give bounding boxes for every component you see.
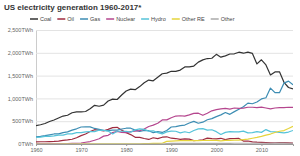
plot: 0TWh500TWh1,000TWh1,500TWh2,000TWh2,500T… <box>8 27 294 153</box>
series-line <box>36 52 293 126</box>
x-tick-label: 1990 <box>166 147 178 153</box>
legend-item: Hydro <box>141 16 166 22</box>
x-tick-label: 1960 <box>30 147 42 153</box>
legend-swatch <box>30 18 38 20</box>
tick-mark <box>126 144 127 146</box>
y-tick-label: 1,000TWh <box>8 96 33 102</box>
legend-item: Oil <box>57 16 74 22</box>
series-line <box>36 107 293 144</box>
lines <box>36 52 293 144</box>
grid-line <box>36 53 293 54</box>
x-axis: 1960 1970 1980 1990 2000 2010 <box>30 144 293 153</box>
legend-item: Nuclear <box>106 16 135 22</box>
y-tick-label: 2,500TWh <box>8 27 33 33</box>
x-tick: 1960 <box>30 144 42 153</box>
tick-mark <box>36 144 37 146</box>
x-tick-label: 1980 <box>121 147 133 153</box>
chart: US electricity generation 1960-2017* Coal… <box>0 0 300 156</box>
legend-swatch <box>172 18 180 20</box>
legend-swatch <box>80 18 88 20</box>
y-tick: 1,000TWh <box>8 96 293 102</box>
grid-line <box>36 144 293 145</box>
legend-item: Gas <box>80 16 100 22</box>
y-axis: 0TWh500TWh1,000TWh1,500TWh2,000TWh2,500T… <box>8 27 293 147</box>
x-tick-label: 1970 <box>75 147 87 153</box>
title: US electricity generation 1960-2017* <box>4 3 142 12</box>
y-tick-label: 500TWh <box>12 118 33 124</box>
legend-label: Gas <box>90 16 100 22</box>
grid-line <box>36 76 293 77</box>
tick-mark <box>216 144 217 146</box>
x-tick-label: 2010 <box>256 147 268 153</box>
y-tick-label: 1,500TWh <box>8 73 33 79</box>
legend-swatch <box>141 18 149 20</box>
x-tick: 1990 <box>166 144 178 153</box>
legend-label: Other RE <box>182 16 205 22</box>
x-axis-line <box>37 145 294 147</box>
tick-mark <box>81 144 82 146</box>
grid-line <box>36 30 293 31</box>
legend-label: Nuclear <box>116 16 135 22</box>
tick-mark <box>261 144 262 146</box>
legend-item: Other <box>211 16 235 22</box>
tick-mark <box>171 144 172 146</box>
x-tick: 2010 <box>256 144 268 153</box>
x-tick: 1970 <box>75 144 87 153</box>
legend-swatch <box>211 18 219 20</box>
series-line <box>36 129 293 138</box>
grid-line <box>36 121 293 122</box>
legend-label: Other <box>221 16 235 22</box>
legend-label: Hydro <box>151 16 166 22</box>
y-tick: 1,500TWh <box>8 73 293 79</box>
legend-item: Other RE <box>172 16 205 22</box>
x-tick: 1980 <box>121 144 133 153</box>
y-axis-line <box>37 31 294 145</box>
legend: Coal Oil Gas Nuclear Hydro Other RE Other <box>30 16 235 22</box>
y-tick: 2,500TWh <box>8 27 293 33</box>
x-tick-label: 2000 <box>211 147 223 153</box>
grid-line <box>36 98 293 99</box>
x-tick: 2000 <box>211 144 223 153</box>
legend-swatch <box>106 18 114 20</box>
series-line <box>36 126 293 144</box>
series-line <box>36 143 293 144</box>
y-tick-label: 2,000TWh <box>8 50 33 56</box>
legend-swatch <box>57 18 65 20</box>
legend-label: Coal <box>40 16 51 22</box>
legend-item: Coal <box>30 16 51 22</box>
legend-label: Oil <box>67 16 74 22</box>
series-line <box>36 81 293 137</box>
